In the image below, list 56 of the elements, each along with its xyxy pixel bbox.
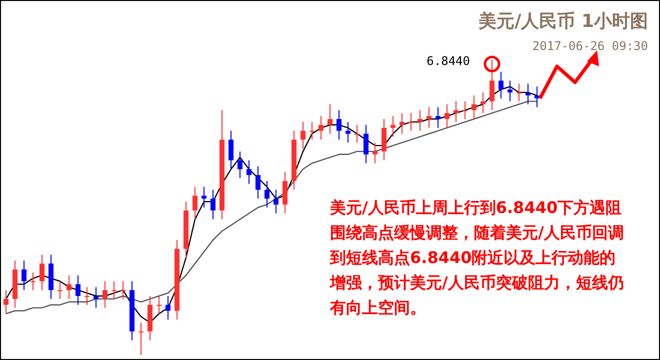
candlestick <box>264 180 270 208</box>
candlestick <box>22 260 26 291</box>
candlestick <box>490 60 494 111</box>
candlestick <box>30 272 36 291</box>
candlestick <box>94 286 98 308</box>
candlestick <box>534 86 540 108</box>
candlestick <box>138 322 144 356</box>
candlestick <box>228 130 234 170</box>
candlestick <box>418 110 422 132</box>
candlestick <box>76 274 80 306</box>
candlestick <box>40 254 44 291</box>
annotation: 美元/人民币上周上行到6.8440下方遇阻围绕高点缓慢调整，随着美元/人民币回调到短线高点6.8440附近以及上行动能的增强，预计美元/人民币突破阻力，短线仍有向上空间。 <box>330 197 625 319</box>
candlestick <box>436 106 440 128</box>
candlestick <box>372 142 378 164</box>
candlestick <box>66 274 72 300</box>
candlestick <box>462 100 468 120</box>
candlestick <box>156 296 162 314</box>
candlestick <box>508 80 512 102</box>
candlestick <box>336 110 342 140</box>
candlestick <box>408 112 414 132</box>
candlestick <box>300 121 306 149</box>
annotation: 6.8440 <box>426 54 470 68</box>
candlestick <box>246 160 252 184</box>
candlestick <box>210 189 216 220</box>
candlestick <box>238 150 242 178</box>
candlestick <box>202 186 206 208</box>
candlestick <box>382 118 386 161</box>
text: 2017-06-26 09:30 <box>532 39 648 53</box>
candlestick <box>444 104 450 128</box>
candlestick <box>112 280 116 300</box>
candlestick <box>516 83 522 102</box>
candlestick <box>102 280 108 308</box>
candlestick <box>400 112 404 134</box>
candlestick <box>58 280 62 300</box>
candlestick <box>192 186 198 220</box>
candlestick <box>526 83 530 105</box>
candlestick <box>166 296 170 320</box>
chart-title: 美元/人民币 1小时图 <box>478 11 648 32</box>
candlestick <box>354 124 360 144</box>
candlestick <box>274 189 278 214</box>
candlestick <box>390 116 396 138</box>
candlestick <box>328 104 332 134</box>
candlestick <box>310 121 314 140</box>
candlestick <box>346 121 350 144</box>
candlestick <box>472 94 476 120</box>
candlestick <box>364 124 368 164</box>
candlestick <box>318 116 324 140</box>
candlestick <box>282 172 288 214</box>
candlestick <box>426 106 432 128</box>
candlestick <box>120 280 126 300</box>
candlestick <box>4 290 8 314</box>
candlestick <box>498 71 504 99</box>
candlestick <box>480 92 486 114</box>
candlestick <box>454 100 458 122</box>
candlestick <box>84 286 90 306</box>
candlestick <box>256 166 260 200</box>
